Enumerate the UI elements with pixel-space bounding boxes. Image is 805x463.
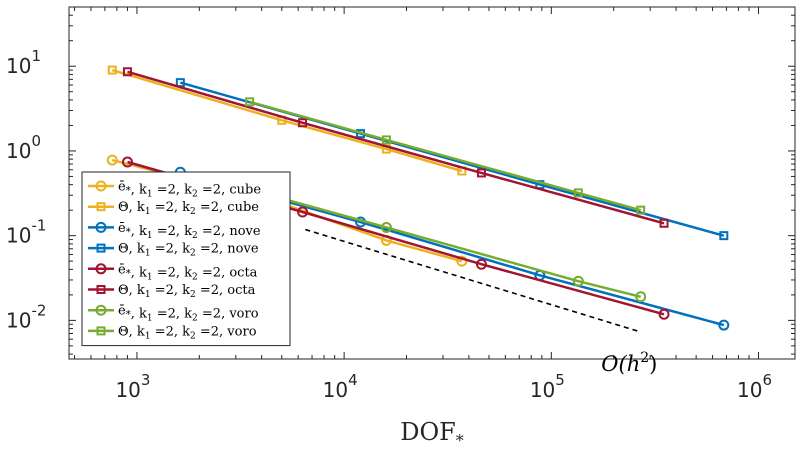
- legend-label: ē*, k1 =2, k2 =2, octa: [118, 262, 258, 282]
- series-line: [127, 70, 665, 225]
- y-tick-label: 100: [6, 132, 41, 163]
- legend-marker: [95, 221, 107, 233]
- legend-marker: [96, 326, 106, 336]
- data-point: [573, 188, 583, 198]
- series-line: [249, 188, 642, 299]
- legend-entry: ē*, k1 =2, k2 =2, nove: [88, 221, 261, 241]
- tick-labels: 103 104 105 106 10-2 10-1 100 101: [6, 47, 772, 402]
- data-point: [456, 255, 468, 267]
- series-5: [122, 67, 669, 228]
- data-point: [475, 258, 487, 270]
- x-axis-label: DOF*: [400, 418, 464, 450]
- legend-box: [81, 171, 291, 347]
- legend-label: ē*, k1 =2, k2 =2, voro: [118, 304, 259, 324]
- legend-label: Θ, k1 =2, k2 =2, voro: [118, 324, 257, 341]
- data-point: [121, 156, 133, 168]
- reference-label: O(h2): [601, 350, 657, 376]
- data-point: [572, 275, 584, 287]
- y-tick-label: 101: [6, 47, 41, 78]
- data-point: [636, 205, 646, 215]
- data-point: [245, 97, 255, 107]
- legend-entry: Θ, k1 =2, k2 =2, voro: [88, 324, 257, 341]
- legend-marker: [95, 263, 107, 275]
- legend-label: Θ, k1 =2, k2 =2, cube: [118, 200, 259, 217]
- series-line: [249, 100, 642, 212]
- legend-entry: ē*, k1 =2, k2 =2, octa: [88, 262, 258, 282]
- legend-entry: ē*, k1 =2, k2 =2, voro: [88, 304, 259, 324]
- tick-marks: [69, 6, 795, 359]
- series-layer: [106, 65, 730, 331]
- legend-marker: [96, 243, 106, 253]
- data-point: [106, 154, 118, 166]
- legend-entry: Θ, k1 =2, k2 =2, nove: [88, 242, 259, 259]
- legend-label: Θ, k1 =2, k2 =2, nove: [118, 242, 259, 259]
- legend-entry: Θ, k1 =2, k2 =2, cube: [88, 200, 259, 217]
- x-tick-label: 104: [323, 371, 358, 402]
- reference-slope: O(h2): [305, 228, 657, 376]
- legend-label: ē*, k1 =2, k2 =2, cube: [118, 180, 261, 200]
- legend-marker: [95, 180, 107, 192]
- data-point: [719, 231, 729, 241]
- data-point: [122, 67, 132, 77]
- data-point: [635, 291, 647, 303]
- legend-label: Θ, k1 =2, k2 =2, octa: [118, 283, 256, 300]
- series-line: [111, 68, 463, 173]
- data-point: [298, 118, 308, 128]
- y-tick-label: 10-2: [6, 301, 46, 332]
- legend-label: ē*, k1 =2, k2 =2, nove: [118, 221, 261, 241]
- data-point: [297, 206, 309, 218]
- legend-marker: [96, 285, 106, 294]
- legend-marker: [95, 304, 107, 316]
- data-point: [476, 168, 486, 178]
- series-7: [245, 97, 646, 215]
- data-point: [658, 308, 670, 320]
- data-point: [107, 65, 117, 75]
- x-tick-label: 105: [530, 371, 565, 402]
- x-tick-label: 103: [115, 371, 150, 402]
- legend-entry: ē*, k1 =2, k2 =2, cube: [88, 180, 261, 200]
- y-tick-label: 10-1: [6, 217, 46, 248]
- data-point: [718, 319, 730, 331]
- legend-marker: [96, 202, 106, 212]
- x-tick-label: 106: [737, 371, 772, 402]
- data-point: [380, 221, 392, 233]
- data-point: [659, 218, 669, 228]
- reference-line: [305, 228, 638, 332]
- data-point: [381, 135, 391, 145]
- legend-entry: Θ, k1 =2, k2 =2, octa: [88, 283, 256, 300]
